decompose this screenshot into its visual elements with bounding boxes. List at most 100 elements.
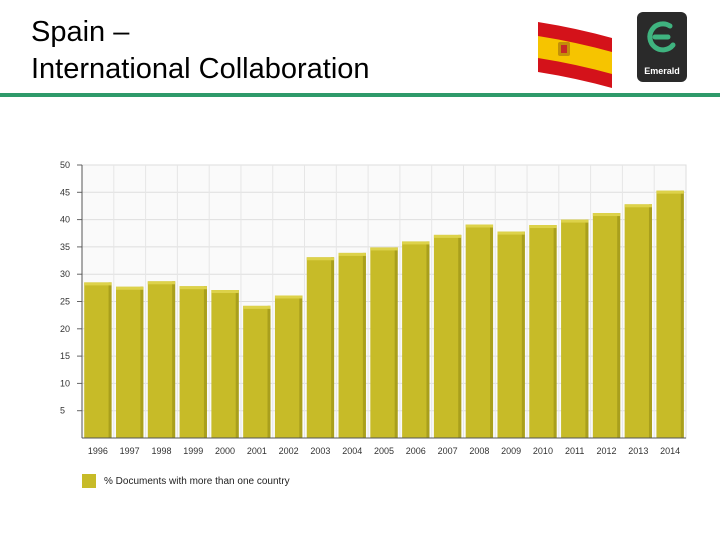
bar-side — [680, 190, 684, 438]
bar-side — [267, 305, 271, 438]
y-tick-label: 40 — [60, 215, 70, 225]
bar-side — [585, 219, 589, 438]
bar — [274, 295, 303, 438]
logo-text: Emerald — [644, 66, 680, 76]
x-tick-label: 2005 — [374, 446, 394, 456]
bar-layer — [84, 190, 684, 438]
bar-side — [299, 295, 303, 438]
x-tick-label: 2012 — [597, 446, 617, 456]
bar-top — [433, 234, 462, 238]
x-tick-label: 2010 — [533, 446, 553, 456]
bar-top — [497, 231, 525, 235]
y-tick-label: 50 — [60, 160, 70, 170]
bar-top — [116, 286, 144, 290]
bar-top — [402, 241, 430, 245]
x-tick-label: 2003 — [310, 446, 330, 456]
bar-top — [179, 286, 207, 290]
bar-side — [426, 241, 430, 438]
bar — [179, 286, 207, 438]
bar-side — [458, 234, 462, 438]
emerald-logo-icon — [647, 21, 676, 53]
bar — [402, 241, 430, 438]
bar-top — [592, 213, 621, 217]
bar — [370, 247, 398, 438]
bar — [529, 225, 557, 438]
bar-side — [331, 257, 335, 438]
y-tick-label: 30 — [60, 269, 70, 279]
bar-side — [140, 286, 144, 438]
bar-top — [529, 225, 557, 229]
bar — [656, 190, 684, 438]
bar — [338, 252, 366, 438]
bar — [306, 257, 335, 438]
bar-side — [108, 282, 112, 438]
x-tick-label: 2000 — [215, 446, 235, 456]
bar-side — [553, 225, 557, 438]
x-tick-label: 1999 — [183, 446, 203, 456]
bar-top — [561, 219, 589, 223]
bar — [211, 290, 239, 438]
axis-layer: 5 10 15 20 25 30 35 40 45 50 1996 1997 1998 1999 2000 2… — [60, 160, 686, 456]
bar — [465, 224, 494, 438]
bar — [243, 305, 271, 438]
y-tick-label: 20 — [60, 324, 70, 334]
x-tick-label: 1996 — [88, 446, 108, 456]
legend-label: % Documents with more than one country — [104, 475, 290, 487]
x-tick-label: 1998 — [151, 446, 171, 456]
bar-side — [172, 281, 176, 438]
x-tick-label: 2001 — [247, 446, 267, 456]
x-tick-label: 2002 — [279, 446, 299, 456]
bar-top — [243, 305, 271, 309]
bar — [624, 204, 652, 438]
title-line-2: International Collaboration — [31, 53, 370, 85]
y-tick-label: 10 — [60, 378, 70, 388]
x-tick-label: 2011 — [565, 446, 584, 456]
bar — [561, 219, 589, 438]
x-tick-label: 1997 — [120, 446, 140, 456]
x-tick-label: 2013 — [628, 446, 648, 456]
x-tick-label: 2008 — [469, 446, 489, 456]
title-line-1: Spain – — [31, 16, 130, 48]
x-tick-label: 2009 — [501, 446, 521, 456]
bar-top — [147, 281, 176, 285]
bar — [116, 286, 144, 438]
x-tick-label: 2007 — [438, 446, 458, 456]
bar-side — [203, 286, 207, 438]
bar — [433, 234, 462, 438]
y-tick-label: 5 — [60, 406, 65, 416]
bar — [592, 213, 621, 438]
bar-top — [211, 290, 239, 294]
bar — [147, 281, 176, 438]
x-tick-label: 2004 — [342, 446, 362, 456]
legend-swatch — [82, 474, 96, 488]
chart-legend: % Documents with more than one country — [82, 474, 290, 488]
bar-side — [490, 224, 494, 438]
y-tick-label: 45 — [60, 187, 70, 197]
bar-top — [656, 190, 684, 194]
bar-side — [617, 213, 621, 438]
bar-side — [362, 252, 366, 438]
bar-top — [274, 295, 303, 299]
bar-top — [338, 252, 366, 256]
spain-flag-icon — [538, 22, 612, 88]
bar-side — [521, 231, 525, 438]
slide-title: Spain – International Collaboration — [31, 14, 370, 88]
emerald-logo: Emerald — [637, 12, 687, 82]
bar-side — [648, 204, 652, 438]
bar-top — [84, 282, 112, 286]
bar-top — [306, 257, 335, 261]
bar-top — [624, 204, 652, 208]
bar — [497, 231, 525, 438]
x-tick-label: 2014 — [660, 446, 680, 456]
bar-side — [235, 290, 239, 438]
y-tick-label: 35 — [60, 242, 70, 252]
bar-top — [370, 247, 398, 251]
y-tick-label: 25 — [60, 297, 70, 307]
y-tick-label: 15 — [60, 351, 70, 361]
bar — [84, 282, 112, 438]
title-divider — [0, 93, 720, 97]
x-tick-label: 2006 — [406, 446, 426, 456]
bar-chart: 5 10 15 20 25 30 35 40 45 50 1996 1997 1998 1999 2000 2… — [60, 160, 687, 456]
bar-top — [465, 224, 494, 228]
bar-side — [394, 247, 398, 438]
